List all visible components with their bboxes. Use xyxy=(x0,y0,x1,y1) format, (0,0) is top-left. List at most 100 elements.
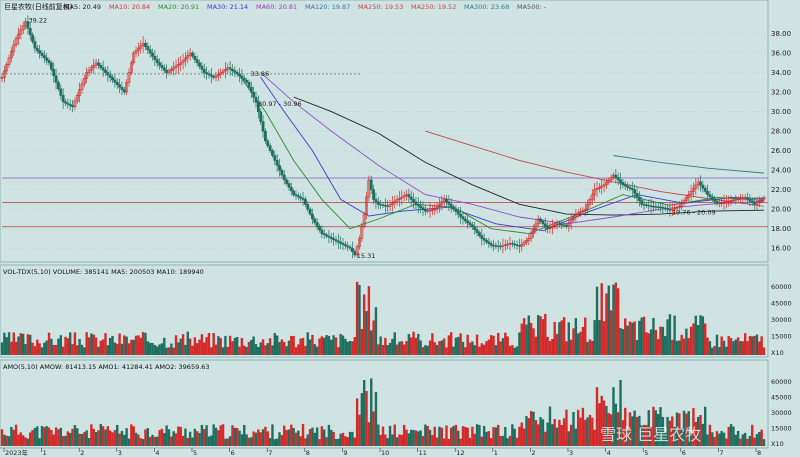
candle-body xyxy=(609,177,613,181)
candle-body xyxy=(595,188,599,190)
amount-bar xyxy=(379,434,382,446)
volume-bar xyxy=(727,336,730,355)
amount-bar xyxy=(692,408,695,446)
amount-bar xyxy=(311,427,314,446)
candle-body xyxy=(245,79,248,83)
volume-bar xyxy=(297,344,300,355)
amount-bar xyxy=(487,431,491,446)
volume-bar xyxy=(94,337,98,355)
volume-bar xyxy=(743,333,747,355)
candle-body xyxy=(560,224,564,226)
volume-bar xyxy=(560,320,563,355)
candle-body xyxy=(501,245,505,247)
amount-bar xyxy=(106,426,110,446)
volume-bar xyxy=(426,345,429,355)
volume-bar xyxy=(137,335,140,355)
amount-bar xyxy=(38,438,41,446)
candle-body xyxy=(518,245,521,247)
amount-bar xyxy=(203,429,206,446)
amount-bar xyxy=(238,430,241,446)
volume-bar xyxy=(71,344,74,355)
amount-bar xyxy=(501,435,505,446)
volume-bar xyxy=(562,317,566,355)
candle-body xyxy=(99,64,103,68)
volume-bar xyxy=(344,338,347,355)
volume-bar xyxy=(405,341,408,355)
candle-body xyxy=(209,74,213,77)
amount-bar xyxy=(758,432,761,446)
amount-bar xyxy=(581,407,585,446)
volume-bar xyxy=(130,339,133,355)
candle-body xyxy=(87,69,91,73)
amount-bar xyxy=(682,410,686,446)
candle-body xyxy=(184,57,187,61)
candle-body xyxy=(322,233,326,236)
candle-body xyxy=(487,241,491,244)
volume-bar xyxy=(104,333,107,355)
amount-bar xyxy=(410,429,413,446)
volume-bar xyxy=(381,344,385,355)
amount-bar xyxy=(372,411,375,446)
candle-body xyxy=(216,73,220,77)
candle-body xyxy=(311,213,314,220)
candle-body xyxy=(193,55,197,60)
candle-body xyxy=(207,73,211,76)
volume-bar xyxy=(588,339,592,355)
amount-bar xyxy=(83,432,86,446)
level-label: 33.86 xyxy=(251,70,270,78)
ma-legend-item: MA20: 20.91 xyxy=(158,3,199,11)
candle-body xyxy=(151,52,154,57)
amount-bar xyxy=(360,393,364,446)
candle-body xyxy=(666,208,669,210)
candle-body xyxy=(459,213,463,217)
candle-body xyxy=(202,69,206,73)
amount-bar xyxy=(377,424,380,446)
candle-body xyxy=(757,200,761,203)
candle-body xyxy=(376,201,380,205)
candle-body xyxy=(614,174,618,178)
volume-bar xyxy=(156,346,159,355)
amount-bar xyxy=(518,426,521,446)
amount-bar xyxy=(247,437,251,446)
amount-bar xyxy=(619,379,622,446)
amount-bar xyxy=(29,432,32,446)
volume-bar xyxy=(539,316,542,355)
candle-body xyxy=(167,70,171,73)
candle-body xyxy=(195,59,199,64)
volume-bar xyxy=(69,332,72,355)
volume-bar xyxy=(233,337,237,355)
volume-bar xyxy=(739,341,742,355)
price-tick-label: 26.00 xyxy=(771,147,791,155)
volume-bar xyxy=(151,343,154,355)
volume-bar xyxy=(179,338,182,355)
amount-bar xyxy=(221,424,225,446)
time-tick-label: 1 xyxy=(494,449,498,457)
amount-bar xyxy=(464,426,467,446)
candle-body xyxy=(682,200,686,204)
volume-bar xyxy=(360,328,364,355)
amount-title: AMO(5,10) AMOW: 81413.15 AMO1: 41284.41 … xyxy=(3,363,210,371)
volume-bar xyxy=(687,338,690,355)
candle-body xyxy=(548,227,552,230)
candle-body xyxy=(224,69,227,72)
volume-bar xyxy=(85,332,88,355)
volume-bar xyxy=(713,345,716,355)
volume-bar xyxy=(635,340,639,355)
amount-bar xyxy=(153,436,157,446)
volume-bar xyxy=(680,334,683,355)
candle-body xyxy=(713,198,717,202)
amount-bar xyxy=(141,439,145,446)
volume-bar xyxy=(741,341,745,355)
candle-body xyxy=(280,169,284,176)
candle-body xyxy=(271,150,274,156)
volume-bar xyxy=(348,340,352,355)
volume-bar xyxy=(116,343,119,355)
candle-body xyxy=(369,179,373,190)
volume-bar xyxy=(513,347,516,355)
amount-bar xyxy=(718,433,721,446)
candle-body xyxy=(642,204,646,206)
level-label: 30.97 - 30.96 xyxy=(258,100,302,108)
candle-body xyxy=(289,186,293,192)
amount-bar xyxy=(264,426,267,446)
amount-bar xyxy=(69,432,72,446)
